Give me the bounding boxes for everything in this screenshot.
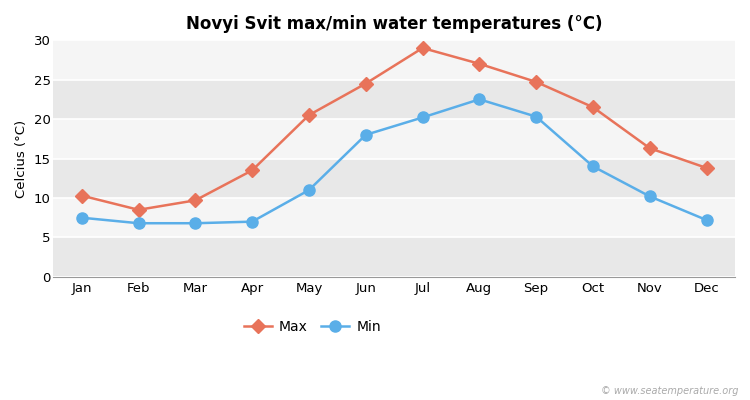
Max (418, 46, 427, 50)
Max (304, 113, 313, 118)
Bar (53, 40, 735, 80)
Bar (53, 238, 735, 277)
Max (248, 168, 256, 173)
Bar (53, 80, 735, 119)
Bar (53, 158, 735, 198)
Max (190, 198, 200, 203)
Min (362, 132, 370, 137)
Min (418, 115, 427, 120)
Max (134, 208, 143, 212)
Text: © www.seatemperature.org: © www.seatemperature.org (602, 386, 739, 396)
Bar (53, 119, 735, 158)
Line: Min: Min (76, 94, 712, 229)
Min (190, 221, 200, 226)
Min (532, 114, 541, 119)
Max (532, 80, 541, 84)
Max (362, 81, 370, 86)
Min (589, 164, 598, 169)
Max (589, 105, 598, 110)
Min (77, 215, 86, 220)
Title: Novyi Svit max/min water temperatures (°C): Novyi Svit max/min water temperatures (°… (186, 15, 602, 33)
Line: Max: Max (76, 43, 712, 215)
Legend: Max, Min: Max, Min (238, 315, 386, 340)
Y-axis label: Celcius (°C): Celcius (°C) (15, 120, 28, 198)
Min (304, 188, 313, 192)
Min (702, 218, 711, 222)
Max (77, 193, 86, 198)
Min (645, 194, 654, 199)
Max (475, 61, 484, 66)
Max (645, 146, 654, 151)
Min (475, 97, 484, 102)
Min (134, 221, 143, 226)
Max (702, 166, 711, 170)
Min (248, 219, 256, 224)
Bar (53, 198, 735, 238)
